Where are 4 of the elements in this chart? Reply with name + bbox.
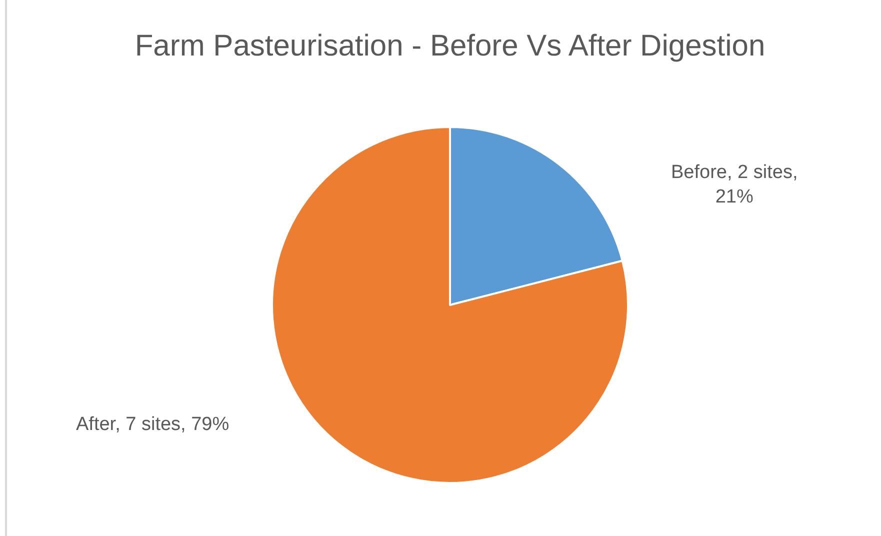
slice-label: Before, 2 sites, 21% <box>671 162 798 208</box>
pie-slice <box>271 126 629 484</box>
slice-label: After, 7 sites, 79% <box>76 414 230 435</box>
chart-title: Farm Pasteurisation - Before Vs After Digestion <box>134 30 766 62</box>
